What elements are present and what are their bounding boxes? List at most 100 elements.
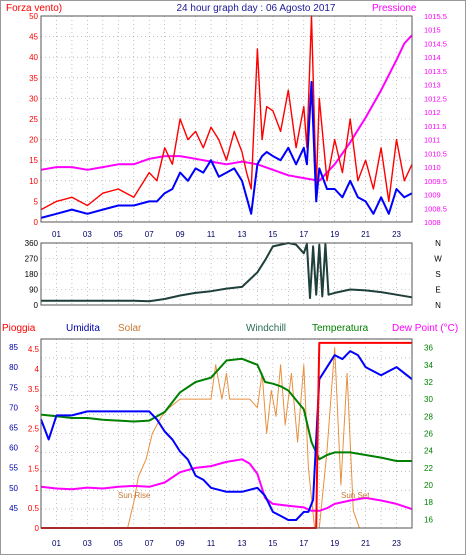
x-tick-label: 05 (114, 230, 123, 239)
humidity-tick-label: 85 (9, 343, 18, 352)
wind-direction-line (41, 242, 413, 303)
pressure-tick-label: 1010.5 (424, 149, 447, 158)
x-tick-label: 09 (176, 539, 185, 548)
temperature-line (40, 357, 412, 462)
legend-windchill: Windchill (246, 323, 286, 334)
legend-dew-point: Dew Point (°C) (392, 323, 458, 334)
pressure-tick-label: 1009.5 (424, 177, 447, 186)
x-tick-label: 13 (238, 539, 247, 548)
wind-speed-tick-label: 35 (29, 74, 38, 83)
x-tick-label: 21 (361, 539, 370, 548)
x-tick-label: 01 (52, 539, 61, 548)
legend-temperatura: Temperatura (312, 323, 369, 334)
wind-speed-tick-label: 15 (29, 156, 38, 165)
pressure-tick-label: 1012 (424, 108, 441, 117)
wind-speed-tick-label: 45 (29, 33, 38, 42)
wind-speed-tick-label: 10 (29, 177, 38, 186)
pressure-tick-label: 1008.5 (424, 204, 447, 213)
temperature-y-ticks: 16 18 20 22 24 26 28 30 32 34 36 (424, 344, 433, 525)
x-tick-label: 11 (207, 539, 216, 548)
rain-tick-label: 0 (35, 524, 40, 533)
humidity-tick-label: 60 (9, 444, 18, 453)
humidity-tick-label: 80 (9, 363, 18, 372)
temperature-tick-label: 26 (424, 430, 433, 439)
pressure-tick-label: 1011 (424, 136, 440, 145)
humidity-y-ticks: 45 50 55 60 65 70 75 80 85 (9, 343, 18, 513)
x-tick-label: 19 (330, 539, 339, 548)
humidity-tick-label: 65 (9, 423, 18, 432)
pressure-tick-label: 1011.5 (424, 122, 446, 131)
pressure-tick-label: 1014 (424, 53, 441, 62)
temperature-tick-label: 22 (424, 464, 433, 473)
climate-panel-frame (40, 338, 413, 529)
temperature-tick-label: 24 (424, 447, 433, 456)
wind-speed-tick-label: 30 (29, 94, 38, 103)
chart-title: 24 hour graph day : 06 Agosto 2017 (176, 3, 335, 14)
rain-tick-label: 1.5 (28, 464, 40, 473)
temperature-tick-label: 16 (424, 515, 433, 524)
x-tick-label: 01 (52, 230, 61, 239)
rain-y-ticks: 0 0.5 1 1.5 2 2.5 3 3.5 4 4.5 (28, 345, 40, 533)
pressure-tick-label: 1013 (424, 81, 441, 90)
direction-tick-label: 180 (25, 270, 39, 279)
temperature-tick-label: 34 (424, 361, 433, 370)
pressure-tick-label: 1009 (424, 191, 441, 200)
x-tick-label: 11 (207, 230, 216, 239)
pressure-y-ticks: 1008 1008.5 1009 1009.5 1010 1010.5 1011 1011.5… (424, 12, 447, 227)
humidity-tick-label: 45 (9, 504, 18, 513)
x-tick-label: 05 (114, 539, 123, 548)
wind-speed-tick-label: 0 (34, 218, 39, 227)
compass-label: W (434, 255, 442, 264)
humidity-line (40, 350, 413, 521)
temperature-tick-label: 32 (424, 378, 433, 387)
rain-tick-label: 2 (35, 444, 40, 453)
sun-set-annotation: Sun Set (341, 491, 370, 500)
wind-speed-y-ticks: 0 5 10 15 20 25 30 35 40 45 50 (29, 12, 38, 227)
pressure-tick-label: 1008 (424, 218, 441, 227)
rain-tick-label: 4 (35, 365, 40, 374)
direction-panel-frame (40, 242, 413, 306)
humidity-tick-label: 75 (9, 383, 18, 392)
rain-tick-label: 4.5 (28, 345, 40, 354)
pressure-line (40, 34, 413, 182)
x-tick-label: 03 (83, 230, 92, 239)
x-tick-label: 07 (145, 539, 154, 548)
wind-speed-axis-title: Forza vento) (6, 3, 62, 14)
wind-speed-tick-label: 20 (29, 136, 38, 145)
wind-speed-tick-label: 25 (29, 115, 38, 124)
pressure-tick-label: 1010 (424, 163, 441, 172)
humidity-tick-label: 70 (9, 403, 18, 412)
compass-label: S (435, 270, 440, 279)
pressure-tick-label: 1015.5 (424, 12, 447, 21)
x-tick-label: 09 (176, 230, 185, 239)
pressure-tick-label: 1014.5 (424, 39, 447, 48)
temperature-tick-label: 36 (424, 344, 433, 353)
temperature-tick-label: 18 (424, 498, 433, 507)
rain-tick-label: 0.5 (28, 504, 40, 513)
temperature-tick-label: 30 (424, 395, 433, 404)
wind-speed-tick-label: 40 (29, 53, 38, 62)
direction-tick-label: 360 (25, 239, 39, 248)
wind-speed-tick-label: 50 (29, 12, 38, 21)
legend-solar: Solar (118, 323, 142, 334)
x-tick-label: 13 (238, 230, 247, 239)
wind-panel-x-ticks: 01 03 05 07 09 11 13 15 17 19 21 23 (52, 230, 402, 239)
direction-tick-label: 90 (29, 286, 38, 295)
rain-tick-label: 2.5 (28, 425, 40, 434)
pressure-tick-label: 1015 (424, 26, 441, 35)
pressure-axis-title: Pressione (372, 3, 417, 14)
x-tick-label: 03 (83, 539, 92, 548)
temperature-tick-label: 28 (424, 412, 433, 421)
x-tick-label: 15 (268, 539, 277, 548)
direction-panel-series (41, 242, 413, 303)
direction-tick-label: 270 (25, 255, 39, 264)
x-tick-label: 19 (330, 230, 339, 239)
sun-rise-annotation: Sun Rise (118, 491, 151, 500)
direction-y-ticks: 0 90 180 270 360 (25, 239, 39, 310)
legend-pioggia: Pioggia (2, 323, 36, 334)
x-tick-label: 15 (268, 230, 277, 239)
x-tick-label: 23 (392, 539, 401, 548)
